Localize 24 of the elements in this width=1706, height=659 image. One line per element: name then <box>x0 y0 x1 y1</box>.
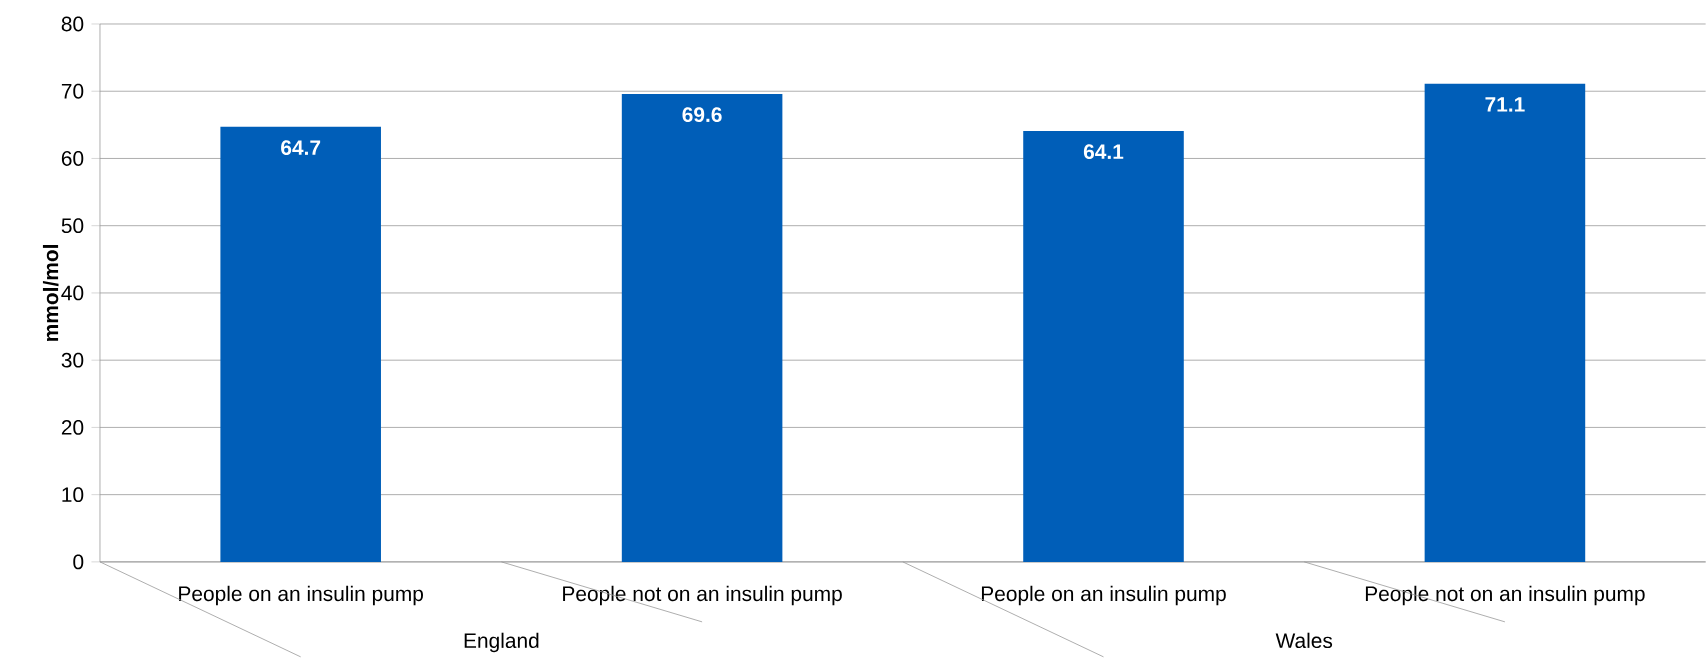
y-tick-label: 50 <box>61 218 84 234</box>
data-label: 71.1 <box>1485 97 1525 112</box>
bar <box>1424 83 1586 562</box>
y-tick-label: 10 <box>62 487 84 502</box>
bar <box>1023 130 1184 562</box>
y-axis-title: mmol/mol <box>42 244 59 341</box>
y-tick-label: 40 <box>61 285 84 301</box>
x-tick-label: People not on an insulin pump <box>563 585 842 606</box>
data-label: 69.6 <box>682 107 722 123</box>
y-tick-label: 20 <box>61 419 84 435</box>
data-label: 64.1 <box>1083 144 1124 160</box>
text: England <box>464 632 539 653</box>
y-tick-label: 70 <box>61 83 84 99</box>
x-tick-label: People on an insulin pump <box>981 585 1226 606</box>
y-tick-label: 0 <box>73 554 84 570</box>
y-tick-label: 60 <box>61 151 84 166</box>
x-tick-label: People not on an insulin pump <box>1365 585 1645 606</box>
data-label: 64.7 <box>281 140 321 155</box>
x-tick-label: People on an insulin pump <box>179 585 423 606</box>
y-tick-label: 80 <box>61 16 84 32</box>
bar <box>220 126 381 562</box>
bar <box>621 93 783 562</box>
y-tick-label: 30 <box>61 352 84 368</box>
text: Wales <box>1275 632 1333 648</box>
